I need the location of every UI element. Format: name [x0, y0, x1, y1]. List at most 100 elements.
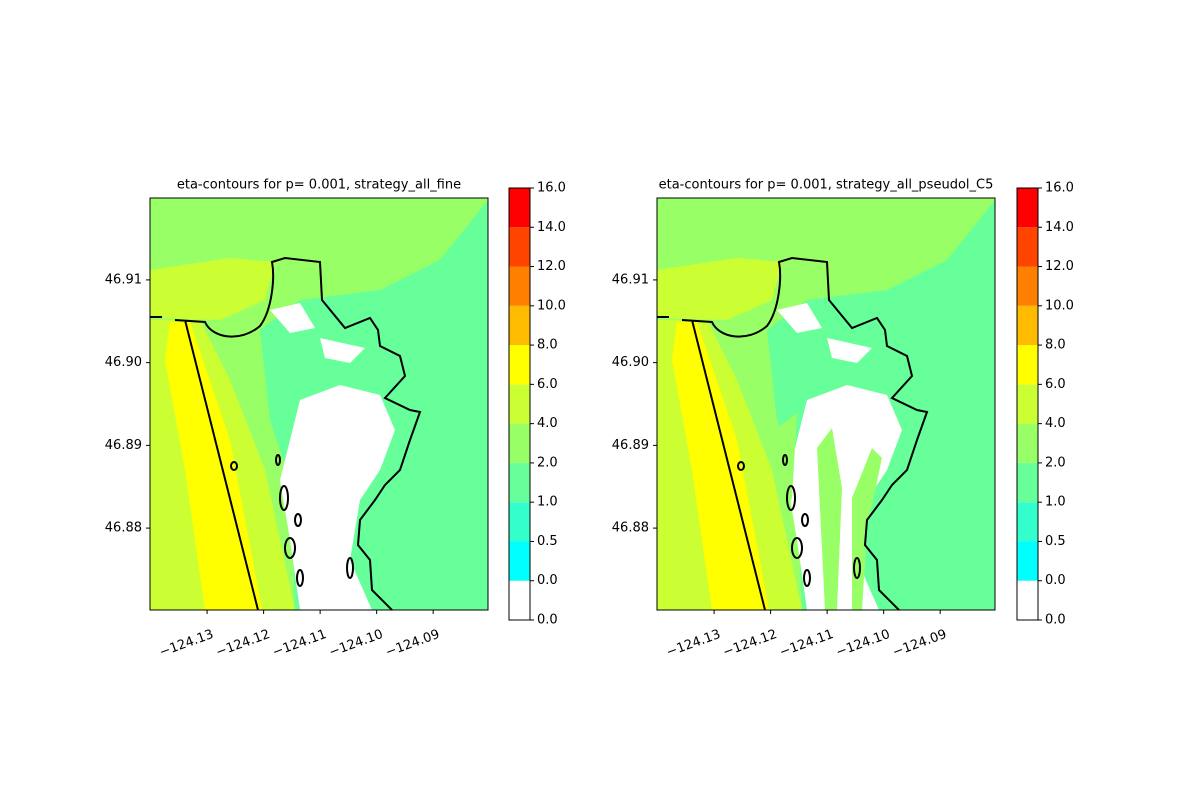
colorbar-box [509, 227, 530, 267]
contour-region [827, 338, 872, 363]
colorbar-box [509, 502, 530, 542]
island [853, 557, 861, 579]
map-panel [657, 198, 995, 611]
colorbar-box [509, 423, 530, 463]
y-tick-label: 46.88 [105, 521, 142, 536]
island [296, 569, 304, 587]
y-tick-label: 46.91 [612, 272, 649, 287]
coastline [150, 256, 422, 611]
x-tick-label: −124.12 [721, 627, 779, 660]
colorbar-box [1017, 541, 1038, 581]
x-tick-label: −124.10 [834, 627, 892, 660]
contour-region [280, 385, 395, 610]
contour-region [787, 385, 902, 610]
colorbar-label: 10.0 [537, 298, 566, 313]
colorbar-label: 0.0 [537, 573, 558, 588]
colorbar-box [1017, 345, 1038, 385]
colorbar-box [509, 541, 530, 581]
x-tick-label: −124.13 [665, 627, 723, 660]
island [275, 454, 281, 466]
contour-region [165, 322, 262, 610]
y-tick-label: 46.90 [105, 355, 142, 370]
colorbar-label: 10.0 [1045, 298, 1074, 313]
colorbar-label: 16.0 [537, 181, 566, 196]
contour-region [672, 322, 769, 610]
contour-region [657, 258, 782, 320]
colorbar-box [1017, 462, 1038, 503]
y-tick-label: 46.90 [612, 355, 649, 370]
colorbar-box [509, 266, 530, 306]
x-tick-label: −124.11 [271, 627, 329, 660]
axes-frame [149, 197, 489, 611]
colorbar-box [509, 580, 530, 620]
island [230, 461, 238, 471]
chart-title: eta-contours for p= 0.001, strategy_all_… [659, 178, 994, 193]
colorbar-frame [508, 187, 531, 621]
island [801, 513, 809, 527]
island [346, 557, 354, 579]
colorbar-label: 14.0 [537, 220, 566, 235]
colorbar-label: 8.0 [537, 338, 558, 353]
island [284, 537, 296, 559]
island [803, 569, 811, 587]
island [786, 485, 796, 511]
colorbar-box [1017, 502, 1038, 542]
x-tick-label: −124.09 [384, 627, 442, 660]
island [737, 461, 745, 471]
colorbar-label: 4.0 [537, 416, 558, 431]
colorbar-label: 1.0 [537, 495, 558, 510]
x-tick-label: −124.11 [778, 627, 836, 660]
coastline [657, 256, 929, 611]
colorbar-box [1017, 227, 1038, 267]
x-tick-label: −124.09 [891, 627, 949, 660]
colorbar-box [509, 345, 530, 385]
colorbar-box [509, 305, 530, 346]
colorbar-label: 0.0 [1045, 573, 1066, 588]
colorbar-label: 0.5 [537, 534, 558, 549]
colorbar-label: 2.0 [537, 455, 558, 470]
colorbar-box [509, 384, 530, 424]
x-tick-label: −124.10 [327, 627, 385, 660]
colorbar-label: 12.0 [537, 259, 566, 274]
colorbar-box [1017, 580, 1038, 620]
y-tick-label: 46.89 [105, 438, 142, 453]
colorbar-label: 2.0 [1045, 455, 1066, 470]
y-tick-label: 46.91 [105, 272, 142, 287]
x-tick-label: −124.13 [158, 627, 216, 660]
colorbar-box [509, 188, 530, 228]
contour-region [817, 428, 842, 610]
colorbar-label: 14.0 [1045, 220, 1074, 235]
colorbar-label: 8.0 [1045, 338, 1066, 353]
contour-region [320, 338, 365, 363]
colorbar-box [1017, 423, 1038, 463]
island [279, 485, 289, 511]
x-tick-label: −124.12 [214, 627, 272, 660]
colorbar-label: 6.0 [1045, 377, 1066, 392]
axes-frame [656, 197, 996, 611]
colorbar-box [509, 462, 530, 503]
colorbar-label: 4.0 [1045, 416, 1066, 431]
contour-region [150, 258, 275, 320]
island [791, 537, 803, 559]
chart-title: eta-contours for p= 0.001, strategy_all_… [177, 178, 461, 193]
colorbar-box [1017, 384, 1038, 424]
colorbar-label: 0.0 [537, 613, 558, 628]
colorbar-label: 16.0 [1045, 181, 1074, 196]
island [294, 513, 302, 527]
contour-region [777, 303, 822, 333]
island [782, 454, 788, 466]
map-panel [150, 198, 488, 611]
y-tick-label: 46.89 [612, 438, 649, 453]
y-tick-label: 46.88 [612, 521, 649, 536]
colorbar-box [1017, 305, 1038, 346]
colorbar-label: 12.0 [1045, 259, 1074, 274]
colorbar-label: 6.0 [537, 377, 558, 392]
colorbar-box [1017, 266, 1038, 306]
contour-region [777, 413, 797, 518]
colorbar-frame [1016, 187, 1039, 621]
colorbar-label: 1.0 [1045, 495, 1066, 510]
colorbar-box [1017, 188, 1038, 228]
colorbar-label: 0.5 [1045, 534, 1066, 549]
contour-region [270, 303, 315, 333]
